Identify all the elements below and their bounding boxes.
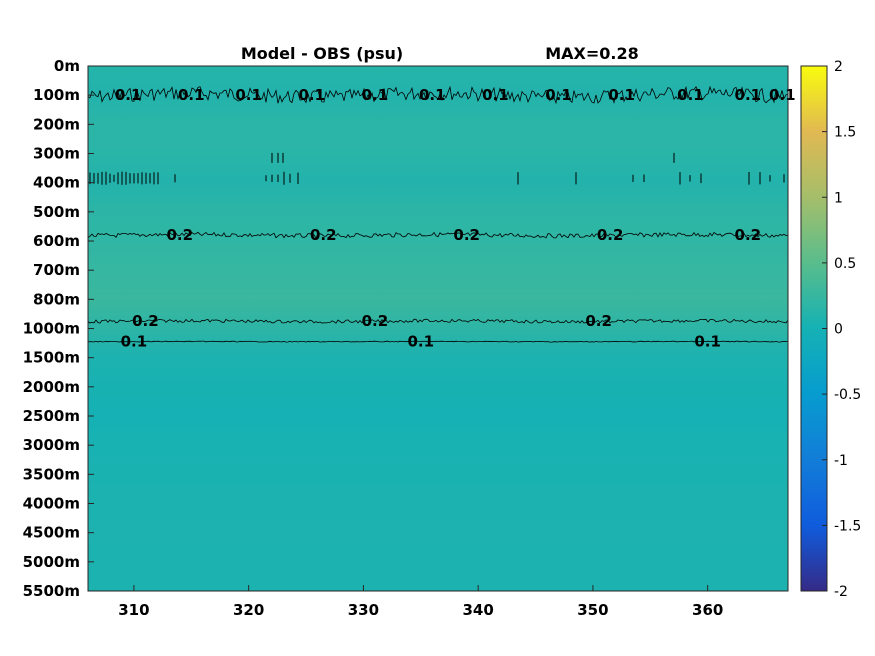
chart-subtitle: MAX=0.28 xyxy=(545,44,639,63)
y-tick-label: 1500m xyxy=(23,349,80,367)
chart-title: Model - OBS (psu) xyxy=(241,44,403,63)
colorbar-tick-label: 1.5 xyxy=(834,125,856,141)
x-tick-label: 340 xyxy=(463,601,494,619)
y-tick-label: 3500m xyxy=(23,465,80,483)
contour-label: 0.1 xyxy=(769,86,796,104)
y-tick-label: 800m xyxy=(33,290,80,308)
colorbar-tick-label: -1 xyxy=(834,453,848,469)
y-tick-label: 4500m xyxy=(23,524,80,542)
contour-label: 0.1 xyxy=(608,86,635,104)
x-tick-label: 320 xyxy=(233,601,264,619)
y-tick-label: 4000m xyxy=(23,495,80,513)
contour-label: 0.2 xyxy=(585,312,612,330)
contour-line xyxy=(88,318,788,324)
y-axis: 0m 100m 200m 300m 400m 500m 600m 700m 800m 1000m 1… xyxy=(23,57,94,600)
contour-label: 0.1 xyxy=(407,333,434,351)
colorbar-tick-label: -1.5 xyxy=(834,518,861,534)
y-tick-label: 1000m xyxy=(23,320,80,338)
y-tick-label: 2500m xyxy=(23,407,80,425)
y-tick-label: 600m xyxy=(33,232,80,250)
contour-label: 0.1 xyxy=(482,86,509,104)
y-tick-label: 5000m xyxy=(23,553,80,571)
x-tick-label: 330 xyxy=(348,601,379,619)
y-tick-label: 100m xyxy=(33,86,80,104)
x-tick-label: 360 xyxy=(692,601,723,619)
y-tick-label: 700m xyxy=(33,261,80,279)
y-tick-label: 0m xyxy=(54,57,80,75)
y-tick-label: 500m xyxy=(33,203,80,221)
contour-line xyxy=(88,340,788,343)
contour-fragments xyxy=(89,152,785,185)
y-tick-label: 3000m xyxy=(23,436,80,454)
contour-line xyxy=(88,85,788,105)
colorbar-tick-label: 2 xyxy=(834,59,843,75)
contour-label: 0.1 xyxy=(178,86,205,104)
colorbar-tick-label: -0.5 xyxy=(834,387,861,403)
contour-label: 0.2 xyxy=(362,312,389,330)
y-tick-label: 2000m xyxy=(23,378,80,396)
plot-area: 0.1 0.1 0.1 0.1 0.1 0.1 0.1 0.1 0.1 0.1 0.1 0.1 0.2 0… xyxy=(87,65,796,592)
contour-label: 0.2 xyxy=(167,226,194,244)
x-tick-label: 310 xyxy=(118,601,149,619)
contour-label: 0.1 xyxy=(298,86,325,104)
contour-label: 0.2 xyxy=(453,226,480,244)
contour-label: 0.1 xyxy=(419,86,446,104)
contour-label: 0.1 xyxy=(121,333,148,351)
contour-label: 0.2 xyxy=(735,226,762,244)
x-tick-label: 350 xyxy=(577,601,608,619)
contour-labels: 0.1 0.1 0.1 0.1 0.1 0.1 0.1 0.1 0.1 0.1 0.1 0.1 0.2 0… xyxy=(115,86,796,351)
colorbar-tick-label: 1 xyxy=(834,190,843,206)
contour-label: 0.1 xyxy=(677,86,704,104)
colorbar: 2 1.5 1 0.5 0 -0.5 -1 -1.5 -2 xyxy=(800,59,861,600)
x-axis: 310 320 330 340 350 360 xyxy=(118,585,723,619)
colorbar-tick-label: 0 xyxy=(834,322,843,338)
contour-label: 0.2 xyxy=(597,226,624,244)
y-tick-label: 400m xyxy=(33,174,80,192)
colorbar-ticks: 2 1.5 1 0.5 0 -0.5 -1 -1.5 -2 xyxy=(822,59,861,600)
contour-lines xyxy=(88,85,788,343)
colorbar-tick-label: 0.5 xyxy=(834,256,856,272)
contour-label: 0.1 xyxy=(362,86,389,104)
contour-label: 0.1 xyxy=(235,86,262,104)
contour-label: 0.1 xyxy=(115,86,142,104)
y-tick-label: 200m xyxy=(33,115,80,133)
contour-label: 0.1 xyxy=(735,86,762,104)
field-background xyxy=(88,66,788,591)
y-tick-label: 300m xyxy=(33,145,80,163)
y-tick-label: 5500m xyxy=(23,582,80,600)
contour-line xyxy=(88,231,788,239)
contour-label: 0.1 xyxy=(545,86,572,104)
colorbar-tick-label: -2 xyxy=(834,584,848,600)
contour-label: 0.1 xyxy=(694,333,721,351)
contour-label: 0.2 xyxy=(132,312,159,330)
contour-label: 0.2 xyxy=(310,226,337,244)
